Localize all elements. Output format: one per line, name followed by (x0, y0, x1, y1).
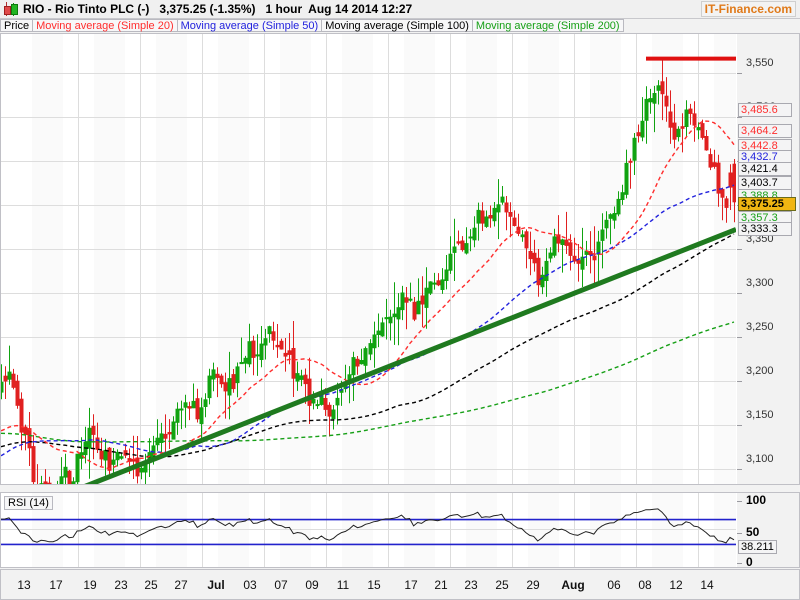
time-axis-label: 19 (83, 578, 97, 592)
panel-divider (0, 485, 800, 492)
price-tick-label: 3,550 (746, 57, 774, 69)
timeframe-label[interactable]: 1 hour (265, 2, 303, 16)
time-axis-label: 11 (336, 578, 350, 592)
ma200-line (1, 321, 735, 443)
title-bar: RIO - Rio Tinto PLC (-) 3,375.25 (-1.35%… (0, 0, 800, 19)
rsi-tick-label: 0 (746, 555, 753, 569)
price-tick-label: 3,350 (746, 233, 774, 245)
time-axis-label: 23 (464, 578, 478, 592)
legend-item-ma100[interactable]: Moving average (Simple 100) (321, 19, 473, 32)
time-axis-label: 03 (243, 578, 257, 592)
time-axis-label: 25 (495, 578, 509, 592)
rsi-axis-ticks (737, 501, 742, 564)
time-axis-label: 15 (367, 578, 381, 592)
ma20-line (1, 120, 735, 470)
price-tick-label: 3,200 (746, 365, 774, 377)
time-axis[interactable]: 13 17 19 23 25 27 Jul 03 07 09 11 15 17 21 23 25 29 Aug 06… (0, 569, 800, 600)
time-axis-label: 06 (607, 578, 621, 592)
price-chart-svg (1, 34, 736, 484)
legend-item-price[interactable]: Price (0, 19, 34, 32)
time-axis-label: 09 (305, 578, 319, 592)
ma100-value: 3,421.4 (738, 162, 792, 176)
legend-item-ma20[interactable]: Moving average (Simple 20) (32, 19, 178, 32)
legend-item-ma50[interactable]: Moving average (Simple 50) (176, 19, 323, 32)
price-chart-panel[interactable]: © IT-Finance.com (0, 33, 737, 503)
price-gridlines (1, 34, 736, 484)
time-axis-label: 17 (404, 578, 418, 592)
candlestick-icon (3, 2, 19, 16)
rsi-chart-panel[interactable]: RSI (14) (0, 492, 737, 568)
time-axis-label: 27 (174, 578, 188, 592)
rsi-indicator-tag[interactable]: RSI (14) (4, 496, 53, 510)
indicator-legend-bar: Price Moving average (Simple 20) Moving … (0, 19, 800, 32)
time-axis-label: 13 (17, 578, 31, 592)
rsi-axis[interactable]: 100 50 0 38.211 (737, 492, 800, 568)
price-axis-ticks (737, 73, 742, 470)
last-price-header: 3,375.25 (-1.35%) (159, 2, 256, 16)
ma-value-2: 3,464.2 (738, 124, 792, 138)
watermark-logo: IT-Finance.com (700, 1, 796, 17)
time-axis-label: Jul (207, 578, 225, 592)
time-axis-label: 14 (700, 578, 714, 592)
ma50-line (1, 184, 735, 457)
time-axis-label: 12 (669, 578, 683, 592)
time-axis-label: 23 (114, 578, 128, 592)
price-axis[interactable]: 3,5503,5003,4503,4003,3503,3003,2503,200… (737, 33, 800, 553)
uptrend-support-line[interactable] (56, 227, 736, 484)
time-axis-label: 25 (144, 578, 158, 592)
time-axis-label: 17 (49, 578, 63, 592)
legend-item-ma200[interactable]: Moving average (Simple 200) (471, 19, 624, 32)
rsi-tick-label: 100 (746, 493, 767, 507)
rsi-chart-svg (1, 493, 736, 567)
price-tick-label: 3,150 (746, 409, 774, 421)
rsi-line (1, 508, 735, 544)
ma50-value: 3,432.7 (738, 150, 792, 164)
price-tick-label: 3,100 (746, 453, 774, 465)
price-tick-label: 3,250 (746, 321, 774, 333)
timestamp-label: Aug 14 2014 12:27 (308, 2, 413, 16)
last-price-value: 3,375.25 (738, 197, 796, 211)
rsi-tick-label: 50 (746, 525, 760, 539)
price-tick-label: 3,300 (746, 277, 774, 289)
symbol-title: RIO - Rio Tinto PLC (-) (23, 2, 150, 16)
time-axis-label: Aug (561, 578, 585, 592)
time-axis-label: 08 (638, 578, 652, 592)
rsi-value-box: 38.211 (738, 540, 777, 554)
time-axis-label: 29 (526, 578, 540, 592)
candlestick-series (1, 59, 736, 484)
ma100-line (1, 233, 735, 458)
ma-value-9: 3,333.3 (738, 222, 792, 236)
ma20-value: 3,485.6 (738, 103, 792, 117)
ma-value-6: 3,403.7 (738, 176, 792, 190)
time-axis-label: 21 (434, 578, 448, 592)
time-axis-label: 07 (274, 578, 288, 592)
